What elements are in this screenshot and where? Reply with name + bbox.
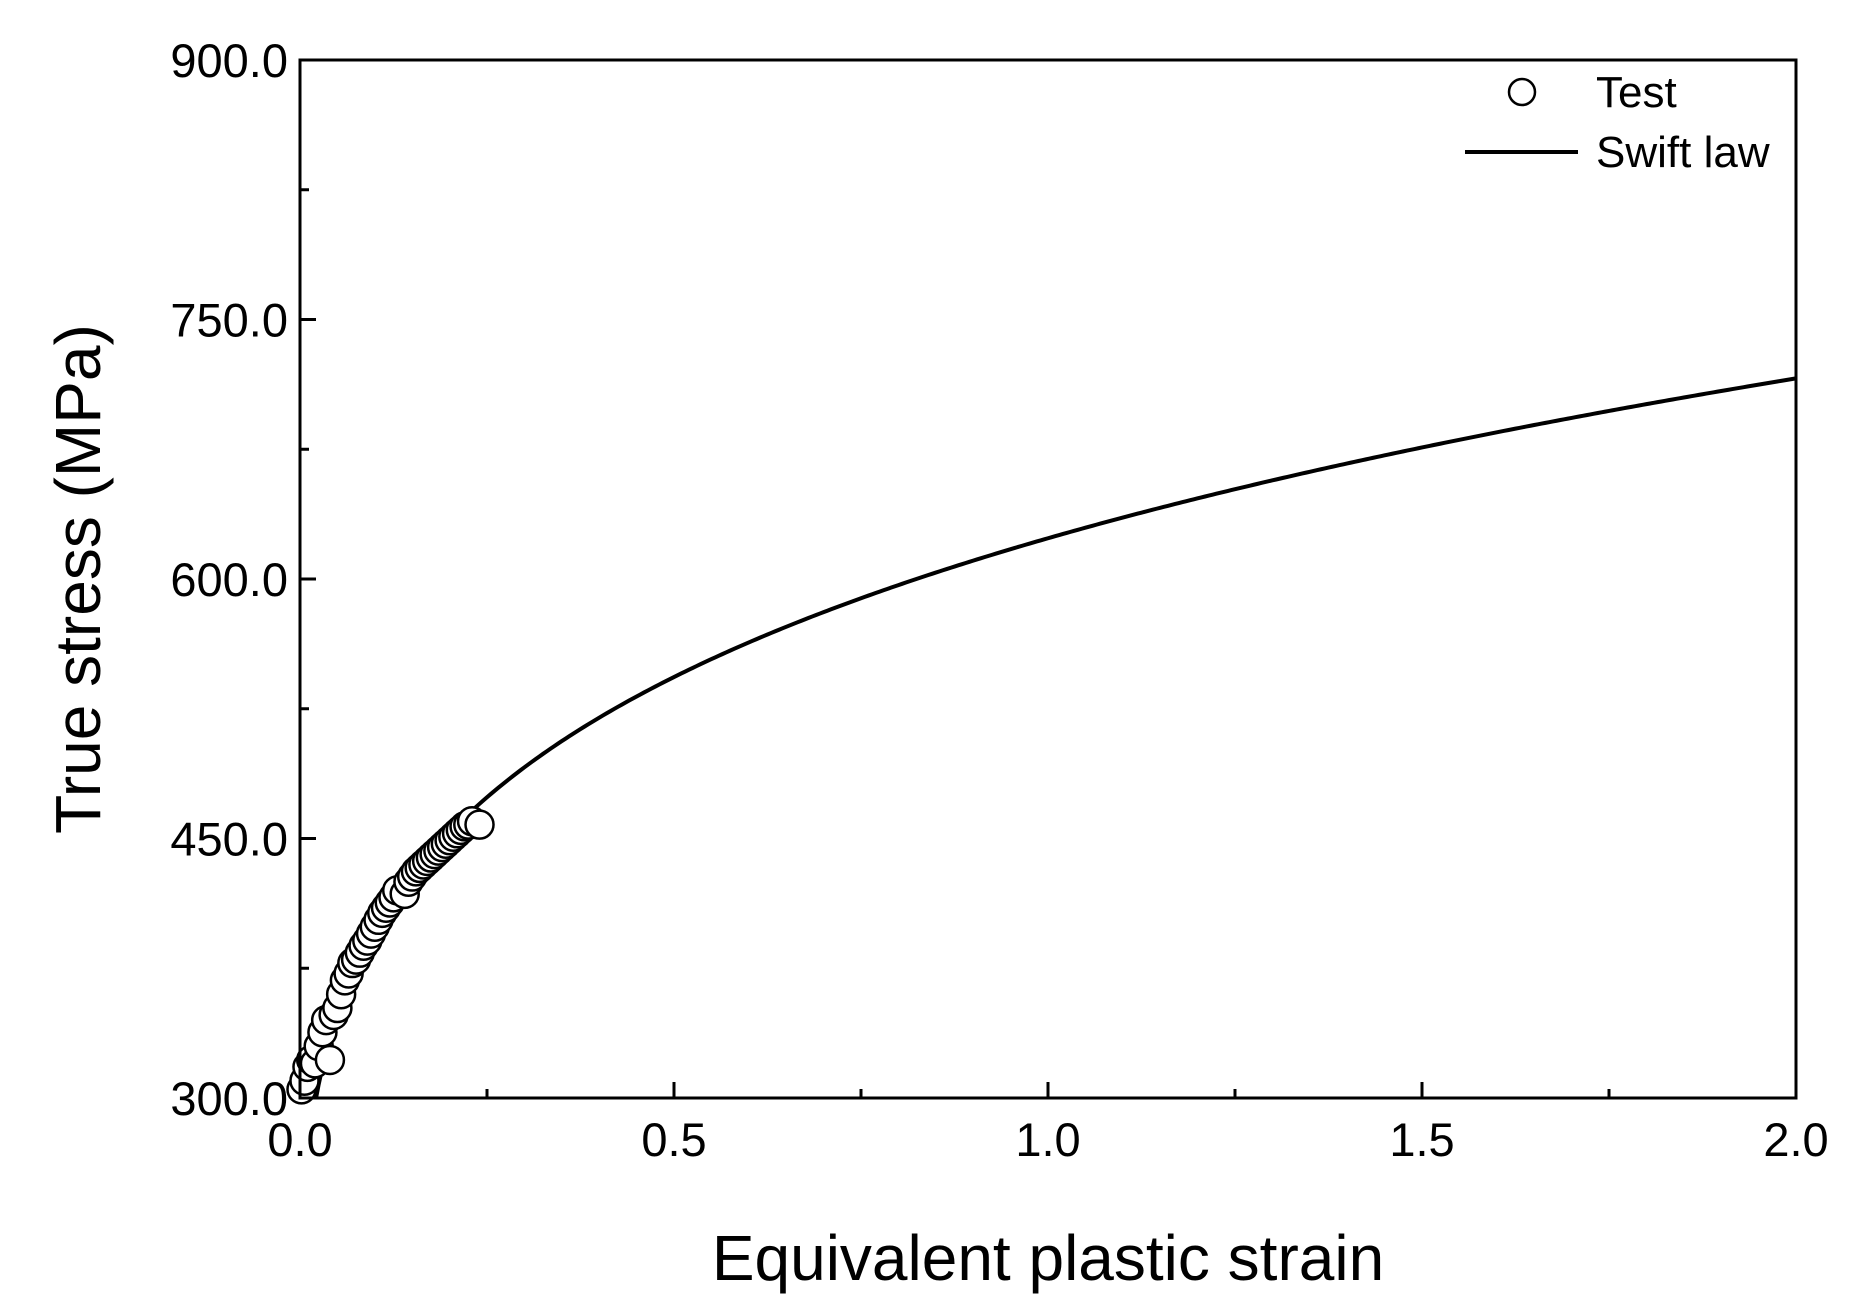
y-tick-label: 300.0	[170, 1072, 288, 1125]
plot-area-frame	[298, 58, 1798, 1100]
axis-ticks	[298, 58, 1798, 1100]
test-point	[464, 809, 495, 840]
x-tick-label: 1.0	[1015, 1113, 1080, 1166]
test-series	[286, 805, 495, 1105]
y-tick-label: 450.0	[170, 813, 288, 866]
test-point	[314, 1044, 346, 1076]
swift-law-line	[314, 376, 1796, 1098]
x-tick-label: 0.0	[267, 1113, 332, 1166]
x-axis-tick-labels: 0.0 0.5 1.0 1.5 2.0	[267, 1113, 1828, 1166]
y-tick-label: 600.0	[170, 553, 288, 606]
y-tick-label: 750.0	[170, 294, 288, 347]
x-tick-label: 0.5	[641, 1113, 706, 1166]
x-tick-label: 2.0	[1763, 1113, 1828, 1166]
legend-test-label: Test	[1596, 68, 1677, 117]
y-axis-tick-labels: 300.0 450.0 600.0 750.0 900.0	[170, 34, 288, 1125]
legend: Test Swift law	[1465, 68, 1770, 177]
x-axis-title: Equivalent plastic strain	[712, 1222, 1384, 1294]
swift-law-series	[314, 376, 1796, 1098]
legend-test-marker	[1507, 77, 1537, 107]
y-tick-label: 900.0	[170, 34, 288, 87]
legend-swift-label: Swift law	[1596, 128, 1770, 177]
x-tick-label: 1.5	[1389, 1113, 1454, 1166]
y-axis-title: True stress (MPa)	[42, 324, 114, 834]
